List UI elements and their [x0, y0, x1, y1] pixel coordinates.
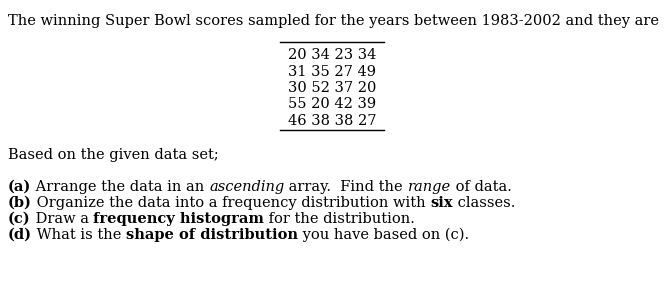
Text: for the distribution.: for the distribution.: [264, 212, 415, 226]
Text: Arrange the data in an: Arrange the data in an: [31, 180, 209, 194]
Text: Based on the given data set;: Based on the given data set;: [8, 148, 218, 162]
Text: 55 20 42 39: 55 20 42 39: [288, 97, 376, 112]
Text: (d): (d): [8, 228, 32, 242]
Text: What is the: What is the: [32, 228, 126, 242]
Text: (a): (a): [8, 180, 31, 194]
Text: (b): (b): [8, 196, 32, 210]
Text: (c): (c): [8, 212, 31, 226]
Text: 20 34 23 34: 20 34 23 34: [288, 48, 376, 62]
Text: 30 52 37 20: 30 52 37 20: [288, 81, 376, 95]
Text: The winning Super Bowl scores sampled for the years between 1983-2002 and they a: The winning Super Bowl scores sampled fo…: [8, 14, 664, 28]
Text: range: range: [408, 180, 451, 194]
Text: array.  Find the: array. Find the: [284, 180, 408, 194]
Text: 31 35 27 49: 31 35 27 49: [288, 64, 376, 79]
Text: ascending: ascending: [209, 180, 284, 194]
Text: Organize the data into a frequency distribution with: Organize the data into a frequency distr…: [32, 196, 430, 210]
Text: 46 38 38 27: 46 38 38 27: [288, 114, 376, 128]
Text: six: six: [430, 196, 453, 210]
Text: classes.: classes.: [453, 196, 515, 210]
Text: of data.: of data.: [451, 180, 512, 194]
Text: Draw a: Draw a: [31, 212, 93, 226]
Text: shape of distribution: shape of distribution: [126, 228, 298, 242]
Text: you have based on (c).: you have based on (c).: [298, 228, 469, 242]
Text: frequency histogram: frequency histogram: [93, 212, 264, 226]
